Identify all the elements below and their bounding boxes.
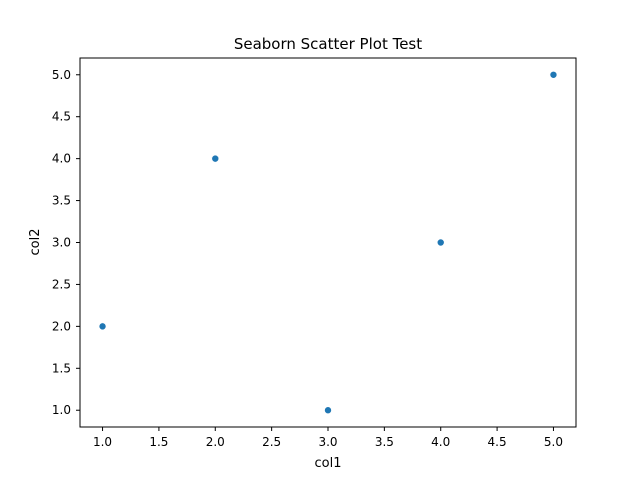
y-axis-label: col2	[28, 229, 43, 256]
y-tick-label: 3.5	[52, 194, 71, 208]
x-tick-label: 4.0	[431, 435, 450, 449]
x-tick-label: 3.0	[318, 435, 337, 449]
x-tick-label: 1.5	[149, 435, 168, 449]
x-axis-label: col1	[315, 456, 342, 471]
x-tick-label: 3.5	[375, 435, 394, 449]
x-tick-label: 2.0	[206, 435, 225, 449]
y-tick-label: 5.0	[52, 68, 71, 82]
y-tick-label: 1.5	[52, 361, 71, 375]
chart-title: Seaborn Scatter Plot Test	[234, 35, 422, 53]
plot-frame	[79, 57, 577, 428]
y-tick-label: 2.0	[52, 319, 71, 333]
scatter-point	[211, 154, 220, 163]
y-axis-ticks: 1.0 1.5 2.0 2.5 3.0 3.5 4.0 4.5 5.0	[52, 68, 80, 417]
scatter-point	[436, 238, 445, 247]
y-tick-label: 4.0	[52, 152, 71, 166]
y-tick-label: 4.5	[52, 110, 71, 124]
x-tick-label: 5.0	[544, 435, 563, 449]
x-tick-label: 1.0	[93, 435, 112, 449]
scatter-point	[549, 70, 558, 79]
y-tick-label: 1.0	[52, 403, 71, 417]
x-tick-label: 2.5	[262, 435, 281, 449]
y-tick-label: 2.5	[52, 277, 71, 291]
y-tick-label: 3.0	[52, 236, 71, 250]
x-tick-label: 4.5	[488, 435, 507, 449]
scatter-point	[98, 322, 107, 331]
scatter-points	[98, 70, 558, 415]
x-axis-ticks: 1.0 1.5 2.0 2.5 3.0 3.5 4.0 4.5 5.0	[93, 427, 563, 449]
scatter-point	[324, 406, 332, 415]
